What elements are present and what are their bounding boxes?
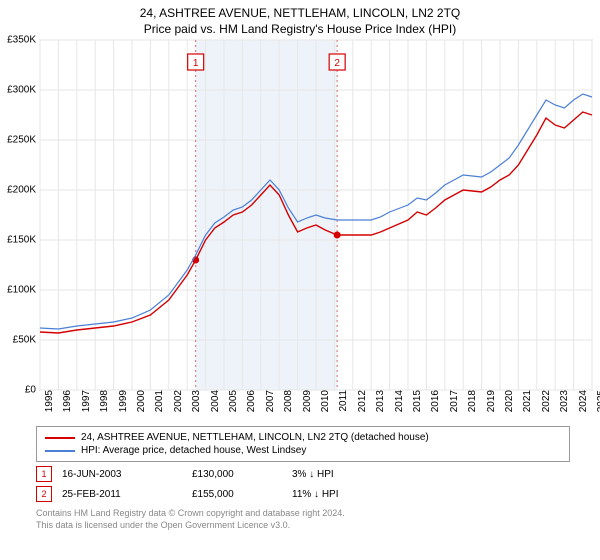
x-axis-label: 2008 xyxy=(279,390,294,412)
legend-swatch xyxy=(45,437,75,439)
sale-date: 25-FEB-2011 xyxy=(62,489,192,500)
y-axis-label: £0 xyxy=(25,385,40,396)
footer-copyright: Contains HM Land Registry data © Crown c… xyxy=(36,508,570,520)
x-axis-label: 2023 xyxy=(555,390,570,412)
x-axis-label: 2015 xyxy=(408,390,423,412)
x-axis-label: 2004 xyxy=(206,390,221,412)
x-axis-label: 2003 xyxy=(187,390,202,412)
y-axis-label: £50K xyxy=(13,335,40,346)
chart-container: 24, ASHTREE AVENUE, NETTLEHAM, LINCOLN, … xyxy=(0,0,600,560)
y-axis-label: £250K xyxy=(7,135,40,146)
x-axis-label: 2017 xyxy=(445,390,460,412)
x-axis-label: 2022 xyxy=(537,390,552,412)
x-axis-label: 1999 xyxy=(114,390,129,412)
line-chart-svg: 12 xyxy=(40,40,592,390)
svg-text:1: 1 xyxy=(193,58,199,69)
x-axis-label: 2011 xyxy=(334,390,349,412)
x-axis-label: 1996 xyxy=(58,390,73,412)
sale-vs-hpi: 3% ↓ HPI xyxy=(292,469,412,480)
y-axis-label: £100K xyxy=(7,285,40,296)
sale-vs-hpi: 11% ↓ HPI xyxy=(292,489,412,500)
x-axis-label: 2001 xyxy=(150,390,165,412)
chart-subtitle: Price paid vs. HM Land Registry's House … xyxy=(0,20,600,40)
y-axis-label: £300K xyxy=(7,85,40,96)
x-axis-label: 2019 xyxy=(482,390,497,412)
x-axis-label: 2025 xyxy=(592,390,600,412)
x-axis-label: 2012 xyxy=(353,390,368,412)
x-axis-label: 2020 xyxy=(500,390,515,412)
sale-date: 16-JUN-2003 xyxy=(62,469,192,480)
svg-text:2: 2 xyxy=(334,58,340,69)
y-axis-label: £350K xyxy=(7,35,40,46)
x-axis-label: 2002 xyxy=(169,390,184,412)
legend: 24, ASHTREE AVENUE, NETTLEHAM, LINCOLN, … xyxy=(36,426,570,462)
sale-marker-box: 2 xyxy=(36,486,52,502)
chart-area: 12 £0£50K£100K£150K£200K£250K£300K£350K … xyxy=(40,40,592,420)
x-axis-label: 2007 xyxy=(261,390,276,412)
x-axis-label: 2021 xyxy=(518,390,533,412)
x-axis-label: 2009 xyxy=(298,390,313,412)
footer: Contains HM Land Registry data © Crown c… xyxy=(36,508,570,531)
x-axis-label: 2000 xyxy=(132,390,147,412)
x-axis-label: 2013 xyxy=(371,390,386,412)
legend-swatch xyxy=(45,450,75,452)
y-axis-label: £150K xyxy=(7,235,40,246)
x-axis-label: 2018 xyxy=(463,390,478,412)
x-axis-label: 2010 xyxy=(316,390,331,412)
x-axis-label: 2016 xyxy=(426,390,441,412)
legend-row: HPI: Average price, detached house, West… xyxy=(45,444,561,457)
legend-row: 24, ASHTREE AVENUE, NETTLEHAM, LINCOLN, … xyxy=(45,431,561,444)
x-axis-label: 2024 xyxy=(574,390,589,412)
x-axis-label: 1997 xyxy=(77,390,92,412)
chart-title: 24, ASHTREE AVENUE, NETTLEHAM, LINCOLN, … xyxy=(0,0,600,20)
x-axis-label: 1998 xyxy=(95,390,110,412)
x-axis-label: 2005 xyxy=(224,390,239,412)
x-axis-label: 2006 xyxy=(242,390,257,412)
sale-marker-box: 1 xyxy=(36,466,52,482)
x-axis-label: 2014 xyxy=(390,390,405,412)
sale-price: £130,000 xyxy=(192,469,292,480)
x-axis-label: 1995 xyxy=(40,390,55,412)
legend-label: 24, ASHTREE AVENUE, NETTLEHAM, LINCOLN, … xyxy=(81,432,429,443)
footer-licence: This data is licensed under the Open Gov… xyxy=(36,520,570,532)
sales-table: 1 16-JUN-2003£130,0003% ↓ HPI 2 25-FEB-2011… xyxy=(36,466,570,502)
legend-label: HPI: Average price, detached house, West… xyxy=(81,445,306,456)
y-axis-label: £200K xyxy=(7,185,40,196)
sale-price: £155,000 xyxy=(192,489,292,500)
